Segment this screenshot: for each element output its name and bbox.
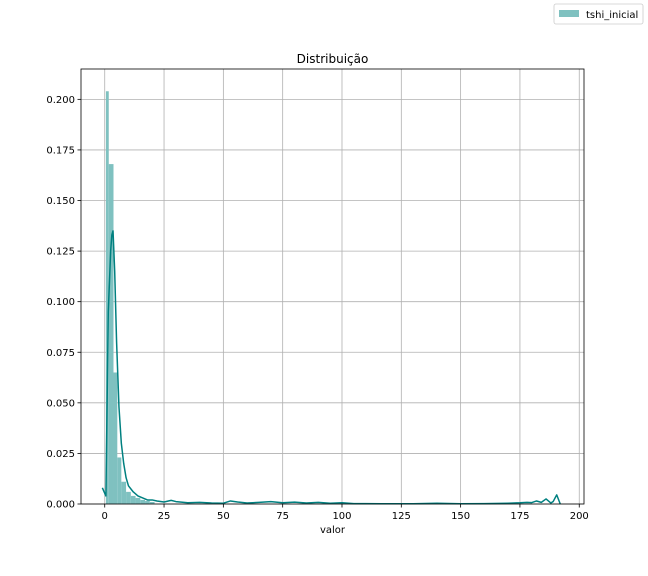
legend-box bbox=[553, 3, 644, 25]
legend-swatch bbox=[559, 10, 579, 17]
grid-lines bbox=[81, 69, 584, 505]
y-tick-label: 0.000 bbox=[46, 500, 75, 511]
y-tick-label: 0.100 bbox=[46, 297, 75, 308]
y-tick-label: 0.050 bbox=[46, 398, 75, 409]
y-tick-label: 0.125 bbox=[46, 247, 75, 258]
y-tick-label: 0.075 bbox=[46, 348, 75, 359]
histogram-bar bbox=[113, 372, 118, 504]
histogram-bar bbox=[108, 164, 114, 504]
x-tick-label: 50 bbox=[217, 511, 230, 522]
y-tick-label: 0.200 bbox=[46, 95, 75, 106]
histogram-bar bbox=[117, 457, 122, 504]
histogram-bar bbox=[135, 497, 141, 504]
x-tick-label: 0 bbox=[102, 511, 108, 522]
legend: tshi_inicial bbox=[553, 3, 644, 25]
kde-curve-layer bbox=[101, 230, 561, 505]
x-tick-label: 150 bbox=[451, 511, 470, 522]
x-tick-label: 100 bbox=[332, 511, 351, 522]
x-axis-ticks: 0 25 50 75 100 125 150 175 200 bbox=[102, 504, 589, 522]
histogram-bar bbox=[121, 481, 127, 504]
x-tick-label: 25 bbox=[158, 511, 171, 522]
y-tick-label: 0.025 bbox=[46, 449, 75, 460]
y-axis-ticks: 0.000 0.025 0.050 0.075 0.100 0.125 0.150 0.175… bbox=[46, 95, 81, 511]
histogram-bar bbox=[105, 91, 109, 505]
y-tick-label: 0.175 bbox=[46, 145, 75, 156]
y-tick-label: 0.150 bbox=[46, 196, 75, 207]
kde-curve bbox=[101, 230, 561, 505]
chart-title: Distribuição bbox=[297, 52, 369, 66]
x-tick-label: 175 bbox=[510, 511, 529, 522]
x-tick-label: 125 bbox=[392, 511, 411, 522]
histogram-bar bbox=[126, 491, 131, 504]
legend-label: tshi_inicial bbox=[586, 10, 638, 21]
axes-frame bbox=[80, 68, 585, 505]
histogram-bar bbox=[140, 499, 146, 504]
histogram-bar bbox=[130, 495, 136, 504]
x-tick-label: 200 bbox=[570, 511, 589, 522]
x-tick-label: 75 bbox=[276, 511, 289, 522]
x-axis-label: valor bbox=[320, 525, 346, 536]
histogram-bars bbox=[105, 91, 155, 505]
histogram-bar bbox=[149, 501, 155, 504]
histogram-bar bbox=[145, 500, 150, 504]
